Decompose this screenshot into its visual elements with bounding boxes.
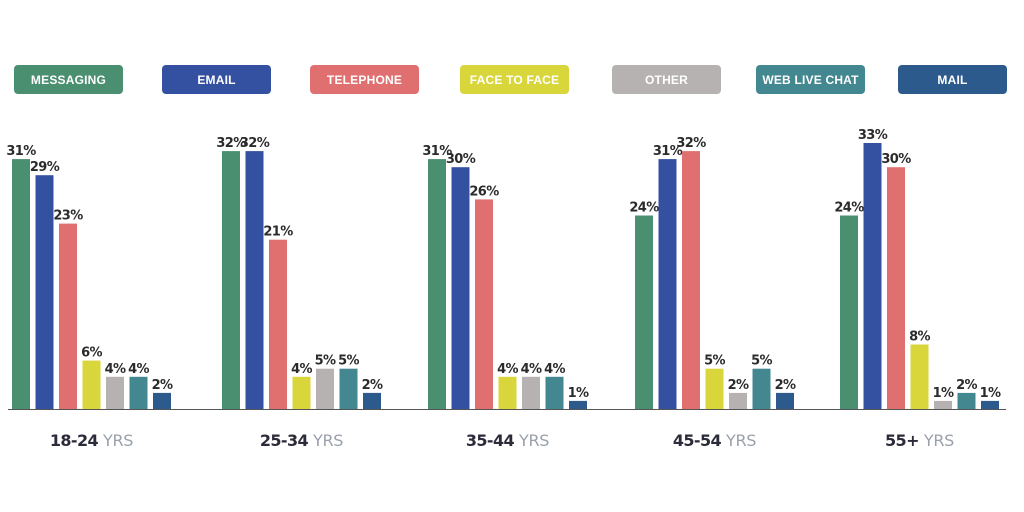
bar-35-44-email <box>451 167 470 409</box>
data-label: 31% <box>422 144 452 159</box>
legend-item-other: OTHER <box>612 65 721 94</box>
data-label: 31% <box>653 144 683 159</box>
bar-35-44-face-to-face <box>498 376 517 409</box>
data-label: 4% <box>291 362 312 377</box>
data-label: 2% <box>152 378 173 393</box>
bar-35-44-telephone <box>475 199 493 409</box>
bar-35-44-other <box>522 376 540 409</box>
category-label-25-34: 25-34 YRS <box>260 431 343 450</box>
bar-45-54-mail <box>776 392 794 409</box>
legend-item-telephone: TELEPHONE <box>310 65 419 94</box>
legend-item-messaging: MESSAGING <box>14 65 123 94</box>
data-label: 2% <box>728 378 749 393</box>
bar-25-34-telephone <box>269 239 287 409</box>
data-label: 5% <box>751 354 772 369</box>
bar-35-44-mail <box>569 400 587 409</box>
bar-55+-messaging <box>840 215 858 409</box>
data-label: 1% <box>980 386 1001 401</box>
bar-45-54-other <box>729 392 747 409</box>
legend-item-mail: MAIL <box>898 65 1007 94</box>
bar-18-24-web-live-chat <box>129 376 148 409</box>
bar-45-54-telephone <box>682 151 700 409</box>
bar-45-54-web-live-chat <box>752 368 771 409</box>
data-label: 21% <box>263 225 293 240</box>
bar-18-24-other <box>106 376 124 409</box>
bar-25-34-mail <box>363 392 381 409</box>
bar-35-44-web-live-chat <box>545 376 564 409</box>
bar-45-54-face-to-face <box>705 368 724 409</box>
bar-25-34-other <box>316 368 334 409</box>
bar-55+-face-to-face <box>910 344 929 409</box>
legend-item-face-to-face: FACE TO FACE <box>460 65 569 94</box>
data-label: 31% <box>6 144 36 159</box>
data-label: 2% <box>956 378 977 393</box>
data-label: 4% <box>128 362 149 377</box>
data-label: 32% <box>216 136 246 151</box>
bar-55+-email <box>863 143 882 409</box>
data-label: 6% <box>81 346 102 361</box>
data-label: 4% <box>521 362 542 377</box>
data-label: 2% <box>362 378 383 393</box>
bar-45-54-email <box>658 159 677 409</box>
category-label-35-44: 35-44 YRS <box>466 431 549 450</box>
data-label: 24% <box>834 201 864 216</box>
bar-25-34-web-live-chat <box>339 368 358 409</box>
bar-18-24-email <box>35 175 54 409</box>
category-label-18-24: 18-24 YRS <box>50 431 133 450</box>
bar-45-54-messaging <box>635 215 653 409</box>
bar-35-44-messaging <box>428 159 446 409</box>
category-label-45-54: 45-54 YRS <box>673 431 756 450</box>
bar-55+-telephone <box>887 167 905 409</box>
data-label: 32% <box>676 136 706 151</box>
bar-25-34-email <box>245 151 264 409</box>
bar-18-24-mail <box>153 392 171 409</box>
data-label: 8% <box>909 330 930 345</box>
data-label: 24% <box>629 201 659 216</box>
data-label: 23% <box>53 209 83 224</box>
data-label: 1% <box>568 386 589 401</box>
data-label: 5% <box>338 354 359 369</box>
category-label-55+: 55+ YRS <box>885 431 954 450</box>
data-label: 29% <box>30 160 60 175</box>
bar-18-24-face-to-face <box>82 360 101 409</box>
bar-55+-other <box>934 400 952 409</box>
legend-item-email: EMAIL <box>162 65 271 94</box>
data-label: 4% <box>105 362 126 377</box>
bar-55+-web-live-chat <box>957 392 976 409</box>
data-label: 33% <box>858 128 888 143</box>
bar-25-34-face-to-face <box>292 376 311 409</box>
data-label: 5% <box>704 354 725 369</box>
data-label: 32% <box>240 136 270 151</box>
data-label: 4% <box>544 362 565 377</box>
data-label: 1% <box>933 386 954 401</box>
data-label: 4% <box>497 362 518 377</box>
legend-item-web-live-chat: WEB LIVE CHAT <box>756 65 865 94</box>
data-label: 30% <box>881 152 911 167</box>
bar-18-24-messaging <box>12 159 30 409</box>
data-label: 5% <box>315 354 336 369</box>
bar-18-24-telephone <box>59 223 77 409</box>
data-label: 2% <box>775 378 796 393</box>
data-label: 26% <box>469 184 499 199</box>
data-label: 30% <box>446 152 476 167</box>
bar-25-34-messaging <box>222 151 240 409</box>
bar-55+-mail <box>981 400 999 409</box>
